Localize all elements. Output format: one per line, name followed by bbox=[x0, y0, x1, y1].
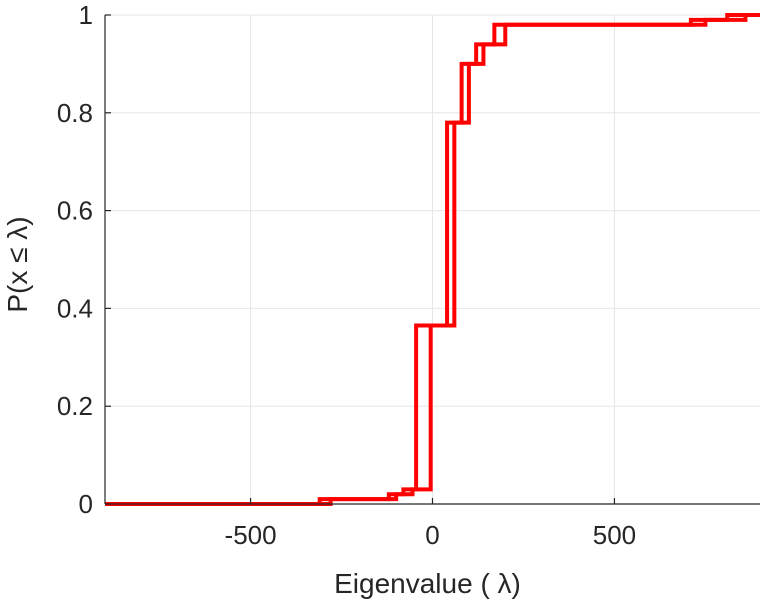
y-tick-label: 0.8 bbox=[57, 98, 93, 128]
x-axis-label: Eigenvalue ( λ) bbox=[334, 568, 521, 599]
x-tick-label: 0 bbox=[425, 520, 439, 550]
y-tick-label: 0.6 bbox=[57, 196, 93, 226]
y-tick-label: 0 bbox=[79, 489, 93, 519]
x-tick-label: 500 bbox=[593, 520, 636, 550]
y-tick-labels: 0 0.2 0.4 0.6 0.8 1 bbox=[57, 0, 93, 519]
y-axis-label: P(x ≤ λ) bbox=[2, 216, 33, 312]
axes bbox=[104, 14, 760, 505]
x-tick-label: -500 bbox=[225, 520, 277, 550]
plot-series bbox=[105, 13, 760, 506]
cdf-series-line-2 bbox=[105, 13, 760, 506]
y-tick-label: 0.4 bbox=[57, 293, 93, 323]
y-tick-label: 0.2 bbox=[57, 391, 93, 421]
y-tick-label: 1 bbox=[79, 0, 93, 30]
x-tick-labels: -500 0 500 bbox=[225, 520, 637, 550]
